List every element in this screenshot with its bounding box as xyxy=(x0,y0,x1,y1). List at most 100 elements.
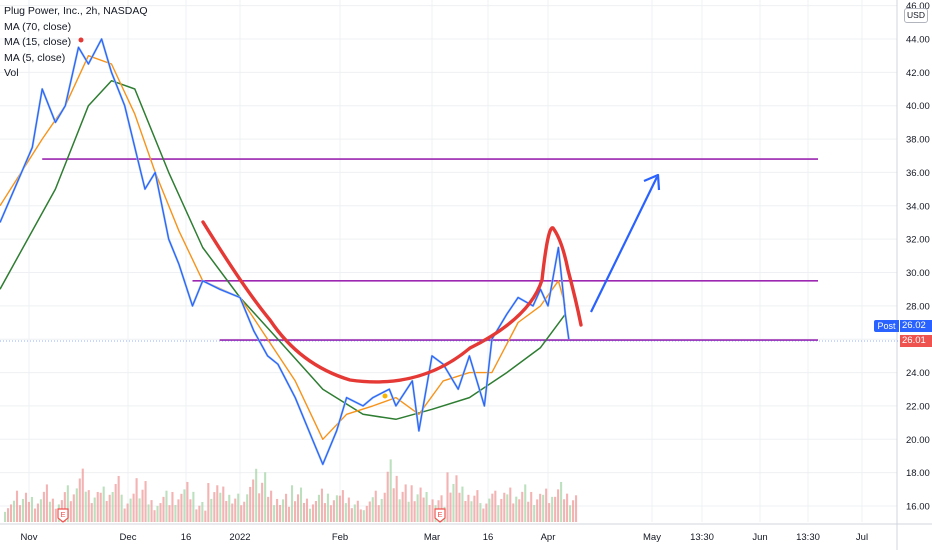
volume-bar xyxy=(54,508,57,522)
legend-ma15[interactable]: MA (15, close) xyxy=(4,36,72,48)
volume-bar xyxy=(150,500,153,522)
legend-symbol[interactable]: Plug Power, Inc., 2h, NASDAQ xyxy=(4,5,148,17)
volume-bar xyxy=(21,498,25,522)
x-tick-label: 13:30 xyxy=(690,532,714,543)
earnings-marker[interactable]: E xyxy=(57,508,69,523)
volume-bar xyxy=(183,489,186,522)
volume-bar xyxy=(308,508,312,522)
volume-bar xyxy=(311,504,315,522)
horizontal-levels xyxy=(42,158,818,341)
y-tick-label: 42.00 xyxy=(906,68,930,79)
volume-bar xyxy=(314,501,318,522)
volume-bar xyxy=(491,493,494,522)
volume-bar xyxy=(117,475,120,522)
volume-bar xyxy=(341,490,344,522)
volume-bar xyxy=(542,494,545,522)
ma70-series[interactable] xyxy=(0,79,566,421)
volume-bar xyxy=(533,504,536,522)
volume-bar xyxy=(87,490,90,522)
volume-bar xyxy=(132,493,135,522)
volume-bar xyxy=(195,509,198,522)
signal-dot-yellow xyxy=(382,393,388,399)
ma5-series[interactable] xyxy=(0,37,570,466)
volume-bar xyxy=(4,511,7,522)
legend-ma5[interactable]: MA (5, close) xyxy=(4,51,66,64)
cup-pattern-drawing[interactable] xyxy=(201,220,583,384)
volume-bar xyxy=(371,497,374,522)
volume-bar xyxy=(255,468,258,522)
volume-bar xyxy=(575,495,578,522)
volume-bar xyxy=(42,491,45,522)
volume-bar xyxy=(129,498,132,522)
volume-bar xyxy=(36,503,39,522)
volume-bar xyxy=(536,499,539,522)
volume-bar xyxy=(78,478,81,522)
volume-bar xyxy=(452,483,455,522)
volume-bar xyxy=(207,483,210,522)
volume-bar xyxy=(69,501,72,522)
volume-bar xyxy=(458,492,461,522)
projection-arrow-line[interactable] xyxy=(590,176,658,313)
volume-bar xyxy=(326,493,329,522)
volume-bar xyxy=(84,491,87,522)
volume-bar xyxy=(267,496,270,522)
volume-bar xyxy=(569,505,572,522)
last-price-tag: 26.01 xyxy=(900,335,932,347)
y-tick-label: 36.00 xyxy=(906,168,930,179)
earnings-markers: E E xyxy=(57,508,446,523)
volume-bar xyxy=(356,500,359,522)
y-tick-label: 38.00 xyxy=(906,135,930,146)
volume-bar xyxy=(192,491,195,522)
volume-bar xyxy=(554,496,557,522)
volume-bar xyxy=(159,503,162,522)
volume-bar xyxy=(186,481,189,522)
volume-bar xyxy=(521,491,524,522)
volume-bar xyxy=(162,496,165,522)
volume-bar xyxy=(302,502,306,522)
legend-ma70[interactable]: MA (70, close) xyxy=(4,20,72,33)
volume-bar xyxy=(383,492,386,522)
volume-bar xyxy=(344,503,347,522)
volume-bar xyxy=(476,490,479,522)
volume-bar xyxy=(138,498,141,522)
legend-vol[interactable]: Vol xyxy=(4,67,19,79)
volume-bar xyxy=(446,472,449,522)
earnings-marker[interactable]: E xyxy=(434,508,446,523)
y-tick-label: 44.00 xyxy=(906,35,930,46)
post-market-price-tag: 26.02 xyxy=(900,320,932,332)
volume-bar xyxy=(329,505,332,522)
x-tick-label: Apr xyxy=(541,532,556,543)
volume-bar xyxy=(210,498,213,522)
volume-bar xyxy=(317,494,320,522)
volume-bar xyxy=(264,472,267,522)
volume-bar xyxy=(527,501,530,522)
volume-bar xyxy=(359,509,362,522)
volume-bar xyxy=(428,504,431,522)
volume-bar xyxy=(353,504,356,522)
volume-bar xyxy=(6,508,10,522)
volume-bar xyxy=(320,488,323,522)
volume-bar xyxy=(261,482,264,522)
x-tick-label: 13:30 xyxy=(796,532,820,543)
volume-bar xyxy=(392,488,395,522)
volume-bar xyxy=(105,501,108,522)
x-tick-label: Feb xyxy=(332,532,348,543)
volume-bar xyxy=(225,501,228,522)
volume-bar xyxy=(479,503,482,522)
volume-bar xyxy=(63,492,66,522)
x-tick-label: 16 xyxy=(181,532,192,543)
volume-bar xyxy=(545,488,548,522)
volume-bar xyxy=(189,499,192,522)
volume-bar xyxy=(347,497,350,522)
volume-bar xyxy=(30,496,33,522)
volume-bar xyxy=(350,508,353,522)
volume-bar xyxy=(293,501,297,522)
price-series[interactable] xyxy=(0,38,570,465)
currency-button[interactable]: USD xyxy=(904,8,928,23)
volume-bar xyxy=(171,491,174,522)
time-axis: Nov Dec 16 2022 Feb Mar 16 Apr May 13:30 Jun 13:30 J… xyxy=(21,532,869,543)
volume-bar xyxy=(386,471,389,522)
volume-bar xyxy=(81,468,84,522)
